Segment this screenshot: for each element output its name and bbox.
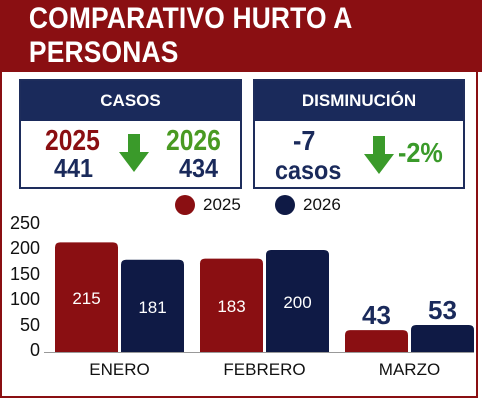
arrow-down-icon [119, 134, 149, 172]
legend-swatch-2025 [175, 195, 195, 215]
x-tick-label: MARZO [378, 360, 441, 379]
y-tick-label: 0 [29, 340, 40, 360]
legend-label-2025: 2025 [203, 195, 241, 214]
y-tick-label: 100 [9, 289, 40, 309]
bar-value-label: 183 [217, 297, 246, 317]
bar-febrero-2026 [266, 250, 329, 352]
bar-value-label: 53 [428, 294, 457, 325]
casos-2025-value: 441 [54, 153, 94, 183]
x-tick-label: ENERO [89, 360, 150, 379]
casos-card: CASOS 2025 441 2026 434 [19, 79, 242, 189]
bar-value-label: 43 [362, 300, 391, 331]
year-2025-label: 2025 [45, 125, 100, 157]
bar-enero-2026 [121, 259, 184, 352]
disminucion-card-header: DISMINUCIÓN [255, 81, 463, 121]
disminucion-count: -7 [293, 125, 316, 156]
bar-enero-2025 [55, 242, 118, 352]
disminucion-percent: -2% [398, 137, 443, 168]
casos-2026-value: 434 [179, 153, 219, 183]
y-tick-label: 200 [9, 238, 40, 258]
bar-marzo-2025 [345, 330, 408, 352]
disminucion-count-unit: casos [275, 155, 342, 185]
bar-value-label: 215 [72, 289, 101, 309]
arrow-down-icon [364, 136, 394, 174]
legend-label-2026: 2026 [303, 195, 341, 214]
y-tick-label: 250 [9, 212, 40, 233]
year-2026-label: 2026 [166, 125, 221, 157]
bar-value-label: 181 [138, 297, 167, 317]
x-tick-label: FEBRERO [223, 360, 306, 379]
bar-febrero-2025 [200, 258, 263, 352]
page-title: COMPARATIVO HURTO A PERSONAS [28, 2, 352, 69]
y-tick-label: 150 [9, 263, 40, 284]
bar-marzo-2026 [411, 324, 474, 352]
title-bar [0, 0, 482, 72]
y-tick-label: 50 [19, 314, 40, 335]
disminucion-card: DISMINUCIÓN -7 casos -2% [253, 79, 465, 189]
bar-value-label: 200 [283, 293, 312, 312]
legend-swatch-2026 [275, 195, 295, 215]
casos-card-header: CASOS [21, 81, 240, 121]
